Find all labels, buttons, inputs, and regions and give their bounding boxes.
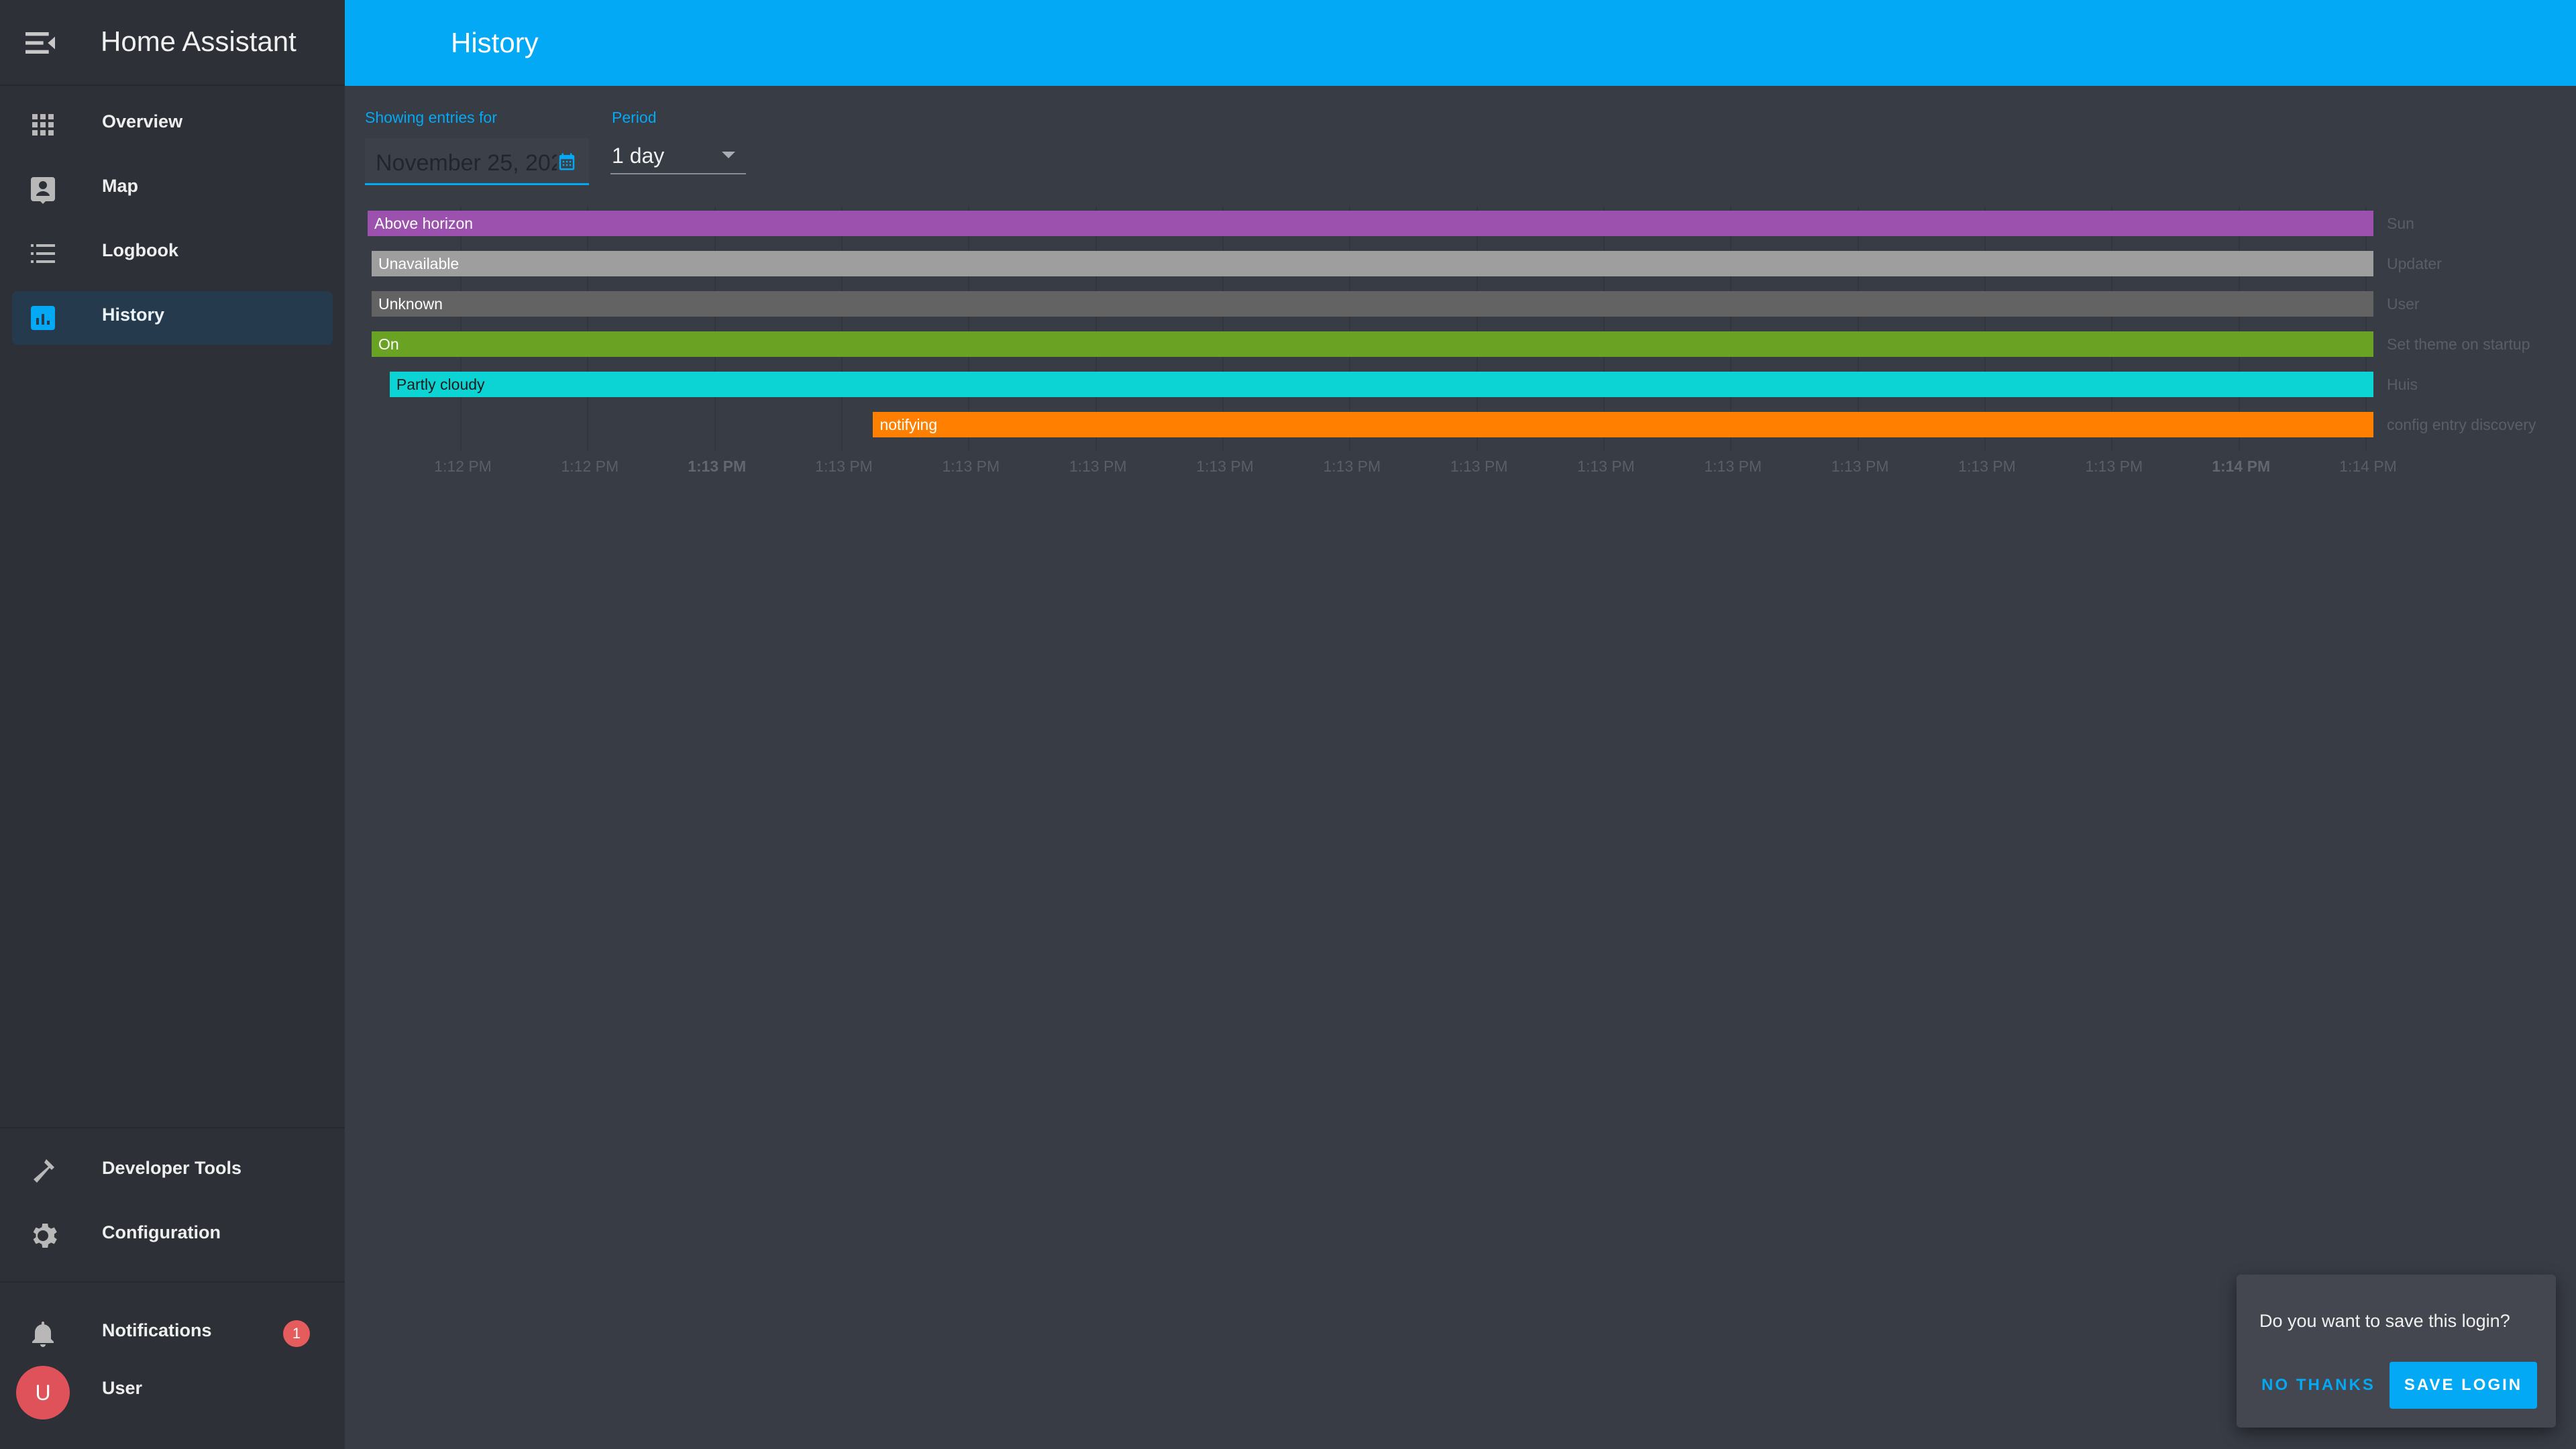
timeline-gridline — [1349, 207, 1351, 451]
sidebar-item-label: User — [102, 1378, 143, 1398]
period-value: 1 day — [612, 144, 665, 168]
sidebar-item-label: Map — [102, 176, 138, 196]
timeline-state-label: Unavailable — [378, 255, 460, 272]
timeline-tick-label: 1:13 PM — [815, 458, 873, 475]
timeline-state-label: Unknown — [378, 295, 443, 313]
timeline-gridline — [968, 207, 970, 451]
timeline-state-bar[interactable]: Unavailable — [371, 251, 2373, 276]
sidebar-item-logbook[interactable]: Logbook — [12, 227, 333, 280]
timeline-state-label: On — [378, 335, 399, 353]
timeline-gridline — [1857, 207, 1859, 451]
timeline-gridline — [2238, 207, 2240, 451]
account-box-icon — [31, 177, 55, 204]
timeline-gridline — [460, 207, 462, 451]
period-label: Period — [612, 109, 657, 126]
timeline-gridline — [1730, 207, 1732, 451]
hammer-icon — [34, 1159, 54, 1183]
timeline-gridline — [2365, 207, 2367, 451]
sidebar-item-map[interactable]: Map — [12, 162, 333, 216]
date-picker-input[interactable]: November 25, 2020 — [365, 138, 589, 185]
calendar-icon[interactable] — [557, 152, 577, 172]
date-picker-label: Showing entries for — [365, 109, 497, 126]
timeline-tick-label: 1:13 PM — [1704, 458, 1762, 475]
timeline-state-bar[interactable]: Partly cloudy — [389, 372, 2373, 397]
bell-icon — [32, 1322, 54, 1347]
save-login-dialog: Do you want to save this login? NO THANK… — [2237, 1275, 2556, 1428]
timeline-entity-label: Updater — [2387, 255, 2442, 272]
timeline-tick-label: 1:13 PM — [1958, 458, 2016, 475]
timeline-state-label: Partly cloudy — [396, 376, 485, 393]
timeline-tick-label: 1:14 PM — [2212, 458, 2271, 475]
timeline-tick-label: 1:13 PM — [942, 458, 1000, 475]
sidebar-item-overview[interactable]: Overview — [12, 98, 333, 152]
cog-icon — [33, 1224, 57, 1248]
format-list-bulleted-icon — [31, 244, 55, 263]
save-login-button[interactable]: SAVE LOGIN — [2390, 1362, 2537, 1409]
page-title: History — [451, 27, 539, 58]
sidebar-item-configuration[interactable]: Configuration — [12, 1209, 333, 1263]
timeline-gridline — [2111, 207, 2113, 451]
timeline-tick-label: 1:13 PM — [2085, 458, 2143, 475]
timeline-gridline — [1222, 207, 1224, 451]
timeline-tick-label: 1:13 PM — [1577, 458, 1635, 475]
timeline-state-bar[interactable]: Above horizon — [368, 211, 2373, 236]
sidebar-item-developer-tools[interactable]: Developer Tools — [12, 1144, 333, 1198]
sidebar-divider — [0, 1281, 345, 1283]
timeline-tick-label: 1:13 PM — [1831, 458, 1889, 475]
timeline-gridline — [1476, 207, 1478, 451]
top-app-bar: History — [345, 0, 2576, 86]
timeline-tick-label: 1:13 PM — [1323, 458, 1381, 475]
timeline-gridline — [1603, 207, 1605, 451]
sidebar-item-label: Logbook — [102, 240, 178, 260]
notification-count-badge: 1 — [283, 1320, 310, 1347]
sidebar-item-label: History — [102, 305, 165, 325]
timeline-state-bar[interactable]: notifying — [873, 412, 2373, 437]
avatar: U — [16, 1366, 70, 1419]
menu-open-icon — [25, 32, 55, 54]
timeline-state-label: notifying — [879, 416, 938, 433]
chevron-down-icon — [722, 152, 735, 158]
timeline-entity-label: Set theme on startup — [2387, 335, 2530, 353]
no-thanks-button[interactable]: NO THANKS — [2257, 1362, 2380, 1409]
sidebar-divider — [0, 1127, 345, 1128]
dialog-message: Do you want to save this login? — [2259, 1311, 2510, 1331]
sidebar-item-label: Overview — [102, 111, 183, 131]
timeline-entity-label: Sun — [2387, 215, 2414, 232]
timeline-state-bar[interactable]: On — [371, 331, 2373, 357]
sidebar-item-history[interactable]: History — [12, 291, 333, 345]
timeline-state-label: Above horizon — [374, 215, 474, 232]
sidebar-header: Home Assistant — [0, 0, 345, 86]
sidebar: Home Assistant Overview Map Logbook Hist… — [0, 0, 345, 1449]
timeline-gridline — [1984, 207, 1986, 451]
chart-box-icon — [31, 306, 55, 330]
view-dashboard-icon — [32, 114, 54, 136]
timeline-gridline — [1095, 207, 1097, 451]
timeline-state-bar[interactable]: Unknown — [371, 291, 2373, 317]
timeline-tick-label: 1:14 PM — [2339, 458, 2397, 475]
period-select[interactable]: 1 day — [610, 138, 746, 174]
timeline-gridline — [841, 207, 843, 451]
history-timeline-chart: Above horizon Sun Unavailable Updater Unknow… — [368, 201, 2575, 483]
sidebar-item-user[interactable]: U User — [12, 1364, 333, 1419]
timeline-tick-label: 1:12 PM — [561, 458, 619, 475]
menu-toggle-button[interactable] — [20, 21, 63, 64]
timeline-gridline — [587, 207, 589, 451]
sidebar-item-notifications[interactable]: Notifications 1 — [12, 1307, 333, 1360]
timeline-tick-label: 1:13 PM — [688, 458, 747, 475]
timeline-tick-label: 1:13 PM — [1450, 458, 1508, 475]
timeline-tick-label: 1:13 PM — [1196, 458, 1254, 475]
timeline-gridline — [714, 207, 716, 451]
date-picker-value: November 25, 2020 — [376, 150, 557, 176]
timeline-entity-label: config entry discovery — [2387, 416, 2536, 433]
app-title: Home Assistant — [101, 25, 297, 57]
sidebar-item-label: Developer Tools — [102, 1158, 242, 1178]
timeline-tick-label: 1:12 PM — [434, 458, 492, 475]
timeline-tick-label: 1:13 PM — [1069, 458, 1127, 475]
timeline-entity-label: Huis — [2387, 376, 2418, 393]
sidebar-item-label: Notifications — [102, 1320, 212, 1340]
sidebar-item-label: Configuration — [102, 1222, 221, 1242]
timeline-entity-label: User — [2387, 295, 2420, 313]
